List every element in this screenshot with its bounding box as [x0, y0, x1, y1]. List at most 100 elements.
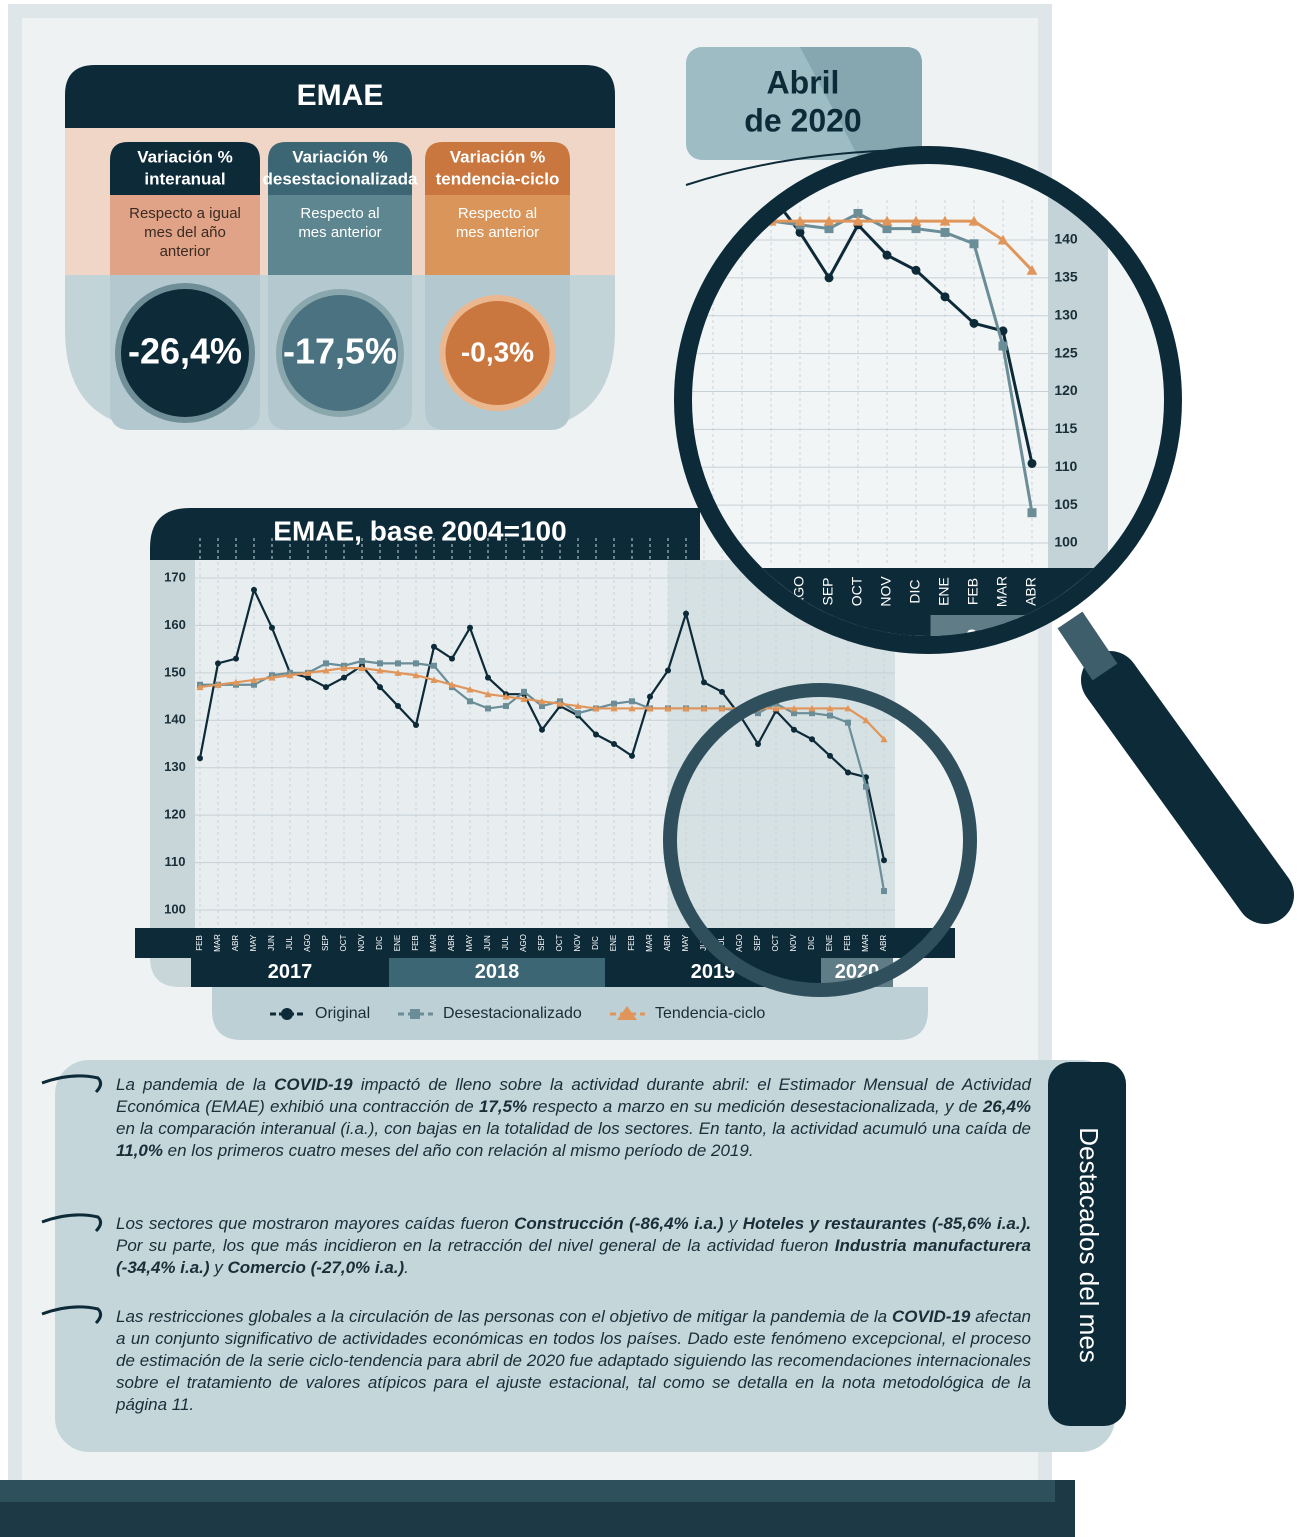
legend-marker — [410, 1009, 420, 1019]
x-tick-label: ABR — [231, 935, 240, 952]
point — [941, 292, 950, 301]
y-tick-label: 115 — [1055, 420, 1078, 436]
text: Los sectores que mostraron mayores caída… — [116, 1214, 514, 1233]
y-tick-label: 130 — [164, 759, 186, 774]
bold-text: COVID-19 — [892, 1307, 970, 1326]
x-tick-label: ABR — [663, 935, 672, 952]
x-tick-label: FEB — [843, 935, 852, 951]
legend-marker — [281, 1008, 293, 1020]
point — [970, 239, 979, 248]
card-description: mes del año — [144, 224, 226, 241]
point — [413, 722, 419, 728]
point — [323, 660, 329, 666]
tab-label: Destacados del mes — [1074, 1127, 1104, 1363]
x-tick-label: DIC — [807, 936, 816, 950]
point — [611, 741, 617, 747]
legend-label: Original — [315, 1005, 370, 1022]
y-tick-label: 140 — [164, 712, 186, 727]
card-heading: Variación % — [292, 147, 387, 166]
point — [647, 694, 653, 700]
point — [251, 587, 257, 593]
x-tick-label: MAR — [861, 934, 870, 952]
year-label: 2018 — [475, 961, 520, 983]
point — [912, 266, 921, 275]
point — [809, 736, 815, 742]
point — [593, 732, 599, 738]
x-tick-label: FEB — [965, 578, 981, 605]
y-tick-label: 130 — [1054, 306, 1078, 322]
point — [395, 703, 401, 709]
y-tick-label: 135 — [1054, 269, 1078, 285]
x-tick-label: MAR — [213, 934, 222, 952]
point — [719, 689, 725, 695]
x-tick-label: OCT — [555, 934, 564, 951]
x-tick-label: AGO — [303, 934, 312, 952]
card-heading: desestacionalizada — [263, 169, 419, 188]
legend-label: Tendencia-ciclo — [655, 1005, 765, 1022]
point — [827, 753, 833, 759]
point — [395, 660, 401, 666]
text: en la comparación interanual (i.a.), con… — [116, 1119, 1031, 1138]
x-tick-label: NOV — [357, 934, 366, 952]
x-tick-label: DIC — [375, 936, 384, 950]
footer-stripe — [0, 1480, 1055, 1502]
point — [539, 727, 545, 733]
card-value: -17,5% — [283, 331, 397, 372]
point — [485, 675, 491, 681]
point — [1028, 459, 1037, 468]
bold-text: 26,4% — [983, 1097, 1031, 1116]
x-tick-label: DIC — [591, 936, 600, 950]
x-tick-label: MAY — [249, 934, 258, 951]
x-tick-label: SEP — [537, 935, 546, 951]
x-tick-label: MAR — [994, 576, 1010, 607]
card-description: Respecto al — [300, 205, 379, 222]
y-tick-label: 110 — [1055, 458, 1078, 474]
x-tick-label: AGO — [519, 934, 528, 952]
magnifier-neck — [1070, 620, 1105, 672]
bold-text: COVID-19 — [274, 1075, 352, 1094]
y-tick-label: 105 — [1054, 496, 1078, 512]
x-tick-label: MAY — [681, 934, 690, 951]
y-tick-label: 100 — [164, 901, 186, 916]
x-tick-label: SEP — [820, 577, 836, 605]
point — [881, 857, 887, 863]
point — [377, 660, 383, 666]
x-tick-label: OCT — [339, 934, 348, 951]
point — [629, 753, 635, 759]
x-tick-label: NOV — [573, 934, 582, 952]
point — [521, 689, 527, 695]
x-tick-label: AGO — [735, 934, 744, 952]
card-heading: Variación % — [137, 147, 232, 166]
point — [1028, 508, 1037, 517]
point — [503, 703, 509, 709]
bold-text: Construcción (-86,4% i.a.) — [514, 1214, 723, 1233]
card-description: mes anterior — [298, 224, 381, 241]
card-heading: interanual — [144, 169, 225, 188]
bold-text: Comercio (-27,0% i.a.) — [228, 1258, 405, 1277]
legend-label: Desestacionalizado — [443, 1005, 582, 1022]
x-tick-label: JUL — [501, 935, 510, 950]
x-tick-label: JUN — [267, 935, 276, 951]
y-tick-label: 125 — [1054, 344, 1078, 360]
y-tick-label: 100 — [1054, 534, 1078, 550]
x-tick-label: ENE — [825, 935, 834, 951]
x-tick-label: FEB — [411, 935, 420, 951]
point — [197, 755, 203, 761]
point — [269, 625, 275, 631]
year-label: 2017 — [268, 961, 313, 983]
x-tick-label: ABR — [1023, 577, 1039, 606]
card-value: -0,3% — [461, 336, 534, 367]
card-heading: tendencia-ciclo — [436, 169, 560, 188]
text: respecto a marzo en su medición desestac… — [527, 1097, 983, 1116]
paragraph: Los sectores que mostraron mayores caída… — [116, 1213, 1031, 1279]
point — [883, 251, 892, 260]
point — [701, 679, 707, 685]
x-tick-label: NOV — [789, 934, 798, 952]
text: Las restricciones globales a la circulac… — [116, 1307, 892, 1326]
card-heading: Variación % — [450, 147, 545, 166]
point — [485, 705, 491, 711]
paragraph: Las restricciones globales a la circulac… — [116, 1306, 1031, 1416]
point — [863, 784, 869, 790]
x-tick-label: MAR — [645, 934, 654, 952]
text: y — [723, 1214, 742, 1233]
